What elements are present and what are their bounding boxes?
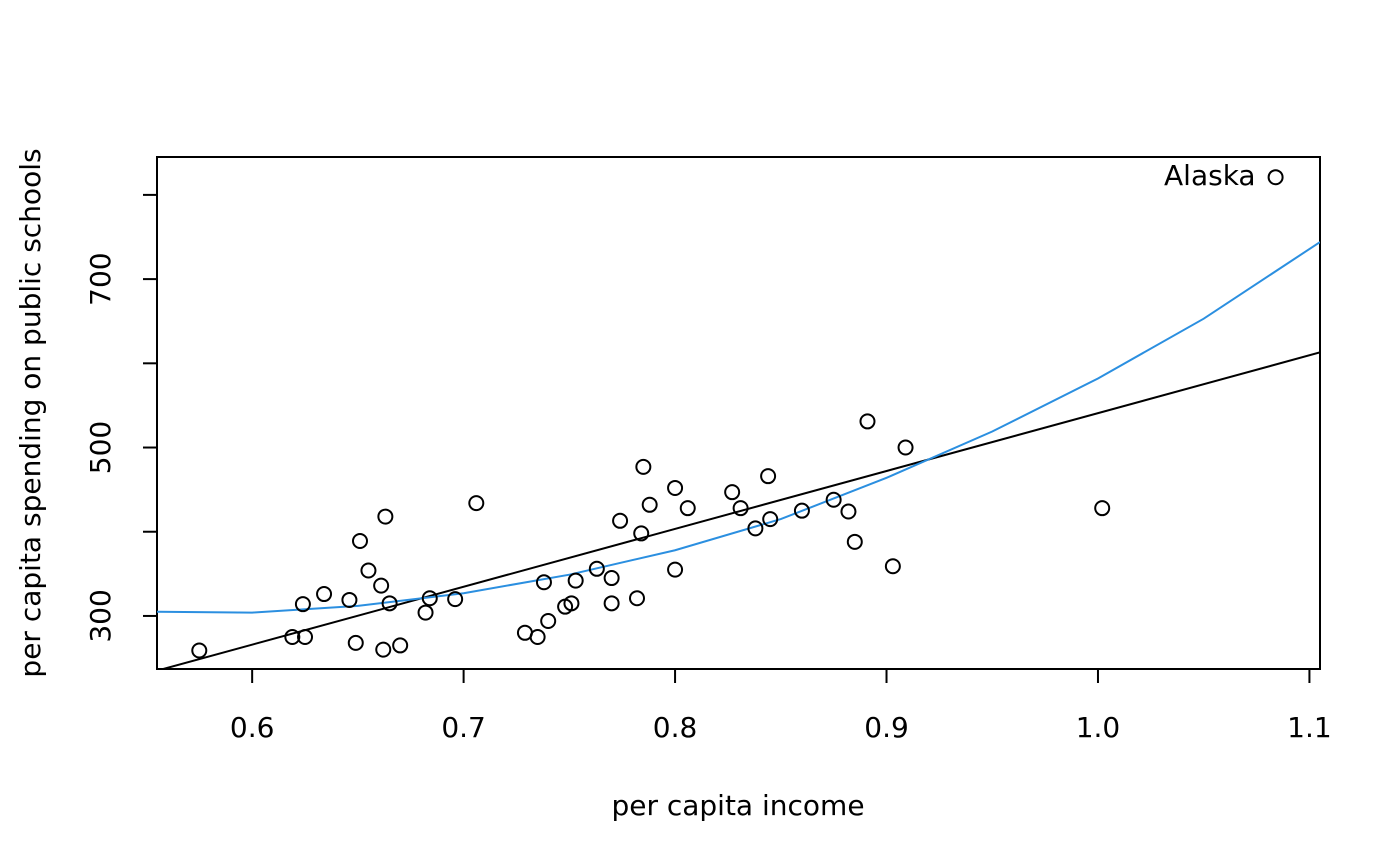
x-tick-label: 0.8 xyxy=(653,711,698,744)
x-tick-label: 1.0 xyxy=(1076,711,1121,744)
data-point xyxy=(897,439,914,456)
data-point xyxy=(679,500,696,517)
data-points xyxy=(191,169,1284,659)
point-annotation: Alaska xyxy=(1164,159,1256,192)
data-point xyxy=(377,508,394,525)
data-point xyxy=(633,525,650,542)
data-point xyxy=(191,642,208,659)
data-point xyxy=(762,511,779,528)
y-tick-label: 500 xyxy=(84,421,117,474)
data-point xyxy=(316,586,333,603)
data-point xyxy=(421,590,438,607)
data-point xyxy=(392,637,409,654)
data-point xyxy=(1267,169,1284,186)
x-axis-label: per capita income xyxy=(611,789,864,822)
data-point xyxy=(529,629,546,645)
data-point xyxy=(635,458,652,475)
data-point xyxy=(360,562,377,579)
data-point xyxy=(468,495,485,512)
y-tick-label: 700 xyxy=(84,252,117,305)
data-point xyxy=(793,502,810,519)
data-point xyxy=(747,520,764,537)
data-point xyxy=(859,413,876,430)
fit-lines xyxy=(157,241,1320,669)
plot-frame xyxy=(156,156,1321,670)
data-point xyxy=(641,496,658,513)
y-tick-label: 300 xyxy=(84,589,117,642)
x-axis: 0.6 0.7 0.8 0.9 1.0 1.1 xyxy=(230,669,1332,744)
data-point xyxy=(603,570,620,587)
annotations: Alaska xyxy=(1164,159,1256,192)
x-tick-label: 0.9 xyxy=(864,711,909,744)
data-point xyxy=(535,574,552,591)
data-point xyxy=(297,629,314,645)
data-point xyxy=(341,591,358,608)
data-point xyxy=(540,613,557,629)
data-point xyxy=(760,468,777,485)
x-tick-label: 0.6 xyxy=(230,711,275,744)
data-point xyxy=(563,595,580,612)
data-point xyxy=(417,604,434,621)
x-tick-label: 1.1 xyxy=(1287,711,1332,744)
data-point xyxy=(381,595,398,612)
curve-fit-line xyxy=(157,241,1320,614)
data-point xyxy=(1094,500,1111,517)
data-point xyxy=(840,503,857,520)
data-point xyxy=(351,533,368,549)
data-point xyxy=(667,479,684,496)
data-point xyxy=(447,591,464,608)
data-point xyxy=(724,484,741,501)
data-point xyxy=(588,560,605,577)
data-point xyxy=(667,561,684,578)
data-point xyxy=(373,577,390,594)
data-point xyxy=(629,590,646,607)
data-point xyxy=(612,512,629,529)
data-point xyxy=(284,629,301,645)
data-point xyxy=(825,491,842,508)
y-axis: 300 500 700 xyxy=(84,193,157,643)
data-point xyxy=(603,595,620,612)
y-axis-label: per capita spending on public schools xyxy=(14,148,47,677)
data-point xyxy=(884,558,901,575)
x-tick-label: 0.7 xyxy=(441,711,486,744)
data-point xyxy=(846,533,863,550)
linear-fit-line xyxy=(159,351,1320,669)
data-point xyxy=(732,500,749,517)
data-point xyxy=(567,572,584,589)
data-point xyxy=(347,634,364,651)
data-point xyxy=(294,596,311,613)
data-point xyxy=(375,641,392,658)
